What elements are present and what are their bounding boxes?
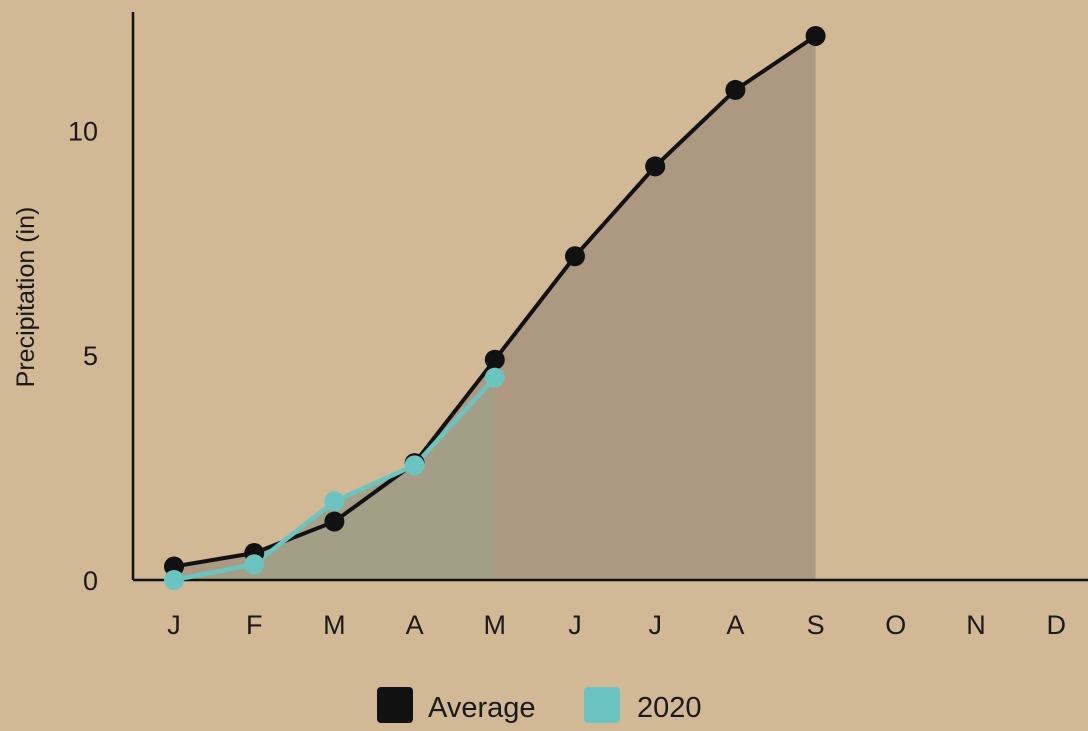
axes [131, 12, 1088, 582]
y-tick-label: 10 [68, 116, 98, 146]
point-2020 [244, 554, 265, 575]
point-2020 [164, 570, 184, 590]
x-tick-label: A [726, 610, 744, 640]
average-point [324, 511, 345, 532]
y-tick-labels: 0 5 10 [68, 116, 98, 596]
x-tick-label: J [568, 610, 582, 640]
y-tick-label: 5 [83, 341, 98, 371]
average-point [805, 25, 826, 46]
area-2020 [174, 377, 495, 580]
x-tick-label: M [323, 610, 346, 640]
legend-swatch-average [377, 687, 413, 723]
average-point [725, 79, 746, 100]
x-tick-label: J [167, 610, 181, 640]
legend-label-average: Average [428, 692, 536, 724]
average-point [484, 349, 505, 370]
x-tick-label: N [966, 610, 986, 640]
x-tick-label: S [807, 610, 825, 640]
x-tick-label: O [885, 610, 906, 640]
average-point [645, 156, 666, 177]
point-2020 [324, 491, 345, 512]
average-point [565, 246, 585, 267]
point-2020 [484, 367, 505, 388]
legend-label-2020: 2020 [637, 692, 702, 724]
x-tick-label: D [1046, 610, 1066, 640]
x-tick-label: F [246, 610, 263, 640]
x-tick-label: A [406, 610, 424, 640]
y-tick-label: 0 [83, 566, 98, 596]
x-tick-label: M [484, 610, 507, 640]
point-2020 [404, 455, 425, 476]
y-axis-title: Precipitation (in) [12, 207, 40, 388]
area-fills [174, 35, 816, 580]
series-points [164, 25, 826, 590]
legend: Average 2020 [377, 687, 702, 724]
legend-swatch-2020 [584, 687, 620, 723]
x-tick-label: J [648, 610, 662, 640]
